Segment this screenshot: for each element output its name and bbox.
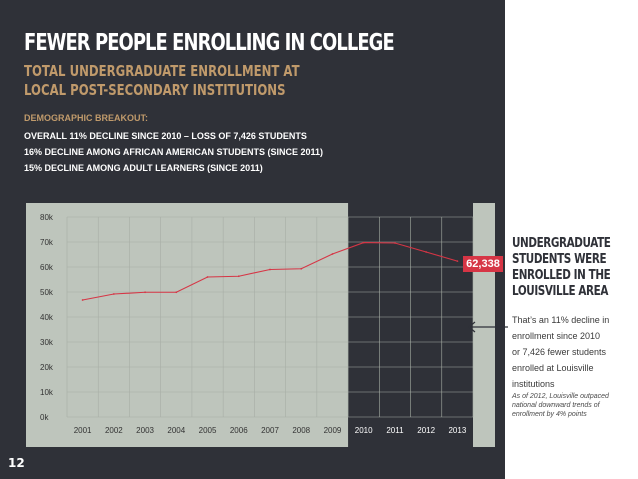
y-tick-label: 50k (40, 288, 54, 297)
subtitle-line-2: LOCAL POST-SECONDARY INSTITUTIONS (24, 81, 286, 99)
y-tick-label: 30k (40, 338, 54, 347)
x-tick-label: 2003 (136, 426, 154, 435)
x-tick-label: 2010 (355, 426, 373, 435)
breakout-item: 15% DECLINE AMONG ADULT LEARNERS (SINCE … (24, 163, 263, 173)
callout-body-line: enrolled at Louisville (512, 363, 594, 373)
x-tick-label: 2009 (324, 426, 342, 435)
x-tick-label: 2005 (199, 426, 217, 435)
callout-heading-line: STUDENTS WERE (512, 252, 607, 267)
y-tick-label: 0k (40, 413, 49, 422)
breakout-heading: DEMOGRAPHIC BREAKOUT: (24, 113, 149, 123)
data-point (206, 276, 209, 278)
data-point (300, 267, 303, 270)
data-point (269, 268, 271, 271)
page-title: FEWER PEOPLE ENROLLING IN COLLEGE (24, 30, 395, 56)
enrollment-chart: 0k 10k 20k 30k 40k 50k 60k 70k 80k 2001 2002 2003 20… (26, 203, 495, 447)
page-number: 12 (8, 456, 25, 470)
data-point (237, 275, 240, 278)
callout-heading-line: LOUISVILLE AREA (512, 284, 609, 299)
data-point (425, 251, 428, 253)
data-point (394, 242, 396, 244)
callout-body-line: enrollment since 2010 (512, 331, 601, 341)
y-tick-label: 20k (40, 363, 54, 372)
y-tick-label: 10k (40, 388, 54, 397)
callout-body-line: or 7,426 fewer students (512, 347, 607, 357)
x-tick-label: 2002 (105, 426, 123, 435)
callout-note: As of 2012, Louisville outpaced national… (512, 392, 609, 419)
y-tick-label: 70k (40, 238, 54, 247)
callout-note-line: enrollment by 4% points (512, 411, 587, 418)
callout-heading-line: ENROLLED IN THE (512, 268, 611, 283)
latest-value-label: 62,338 (463, 256, 503, 272)
x-tick-label: 2011 (386, 426, 404, 435)
data-point (112, 293, 115, 295)
y-tick-label: 40k (40, 313, 54, 322)
y-tick-label: 60k (40, 263, 54, 272)
page-subtitle: TOTAL UNDERGRADUATE ENROLLMENT AT LOCAL … (24, 62, 300, 100)
data-point (331, 253, 334, 255)
breakout-list: OVERALL 11% DECLINE SINCE 2010 – LOSS OF… (24, 128, 323, 176)
callout-note-line: As of 2012, Louisville outpaced (512, 393, 609, 400)
left-arrow-icon (468, 321, 508, 333)
callout-note-line: national downward trends of (512, 402, 600, 409)
data-point (362, 241, 365, 244)
x-tick-label: 2007 (261, 426, 279, 435)
callout-body-line: That’s an 11% decline in (512, 315, 610, 325)
data-point (175, 291, 178, 294)
callout-body: That’s an 11% decline in enrollment sinc… (512, 312, 609, 392)
x-tick-label: 2012 (417, 426, 435, 435)
subtitle-line-1: TOTAL UNDERGRADUATE ENROLLMENT AT (24, 62, 300, 80)
data-point (144, 291, 146, 294)
callout-heading-line: UNDERGRADUATE (512, 236, 611, 251)
callout-body-line: institutions (512, 379, 555, 389)
x-tick-label: 2001 (74, 426, 92, 435)
breakout-item: 16% DECLINE AMONG AFRICAN AMERICAN STUDE… (24, 147, 324, 157)
x-tick-label: 2013 (448, 426, 466, 435)
data-point (81, 299, 84, 301)
breakout-item: OVERALL 11% DECLINE SINCE 2010 – LOSS OF… (24, 131, 307, 141)
data-point (456, 260, 459, 263)
x-tick-label: 2004 (167, 426, 185, 435)
chart-svg: 0k 10k 20k 30k 40k 50k 60k 70k 80k 2001 2002 2003 20… (40, 203, 474, 447)
x-tick-label: 2006 (230, 426, 248, 435)
y-tick-label: 80k (40, 213, 54, 222)
x-tick-label: 2008 (292, 426, 310, 435)
callout-heading: UNDERGRADUATE STUDENTS WERE ENROLLED IN … (512, 236, 611, 300)
